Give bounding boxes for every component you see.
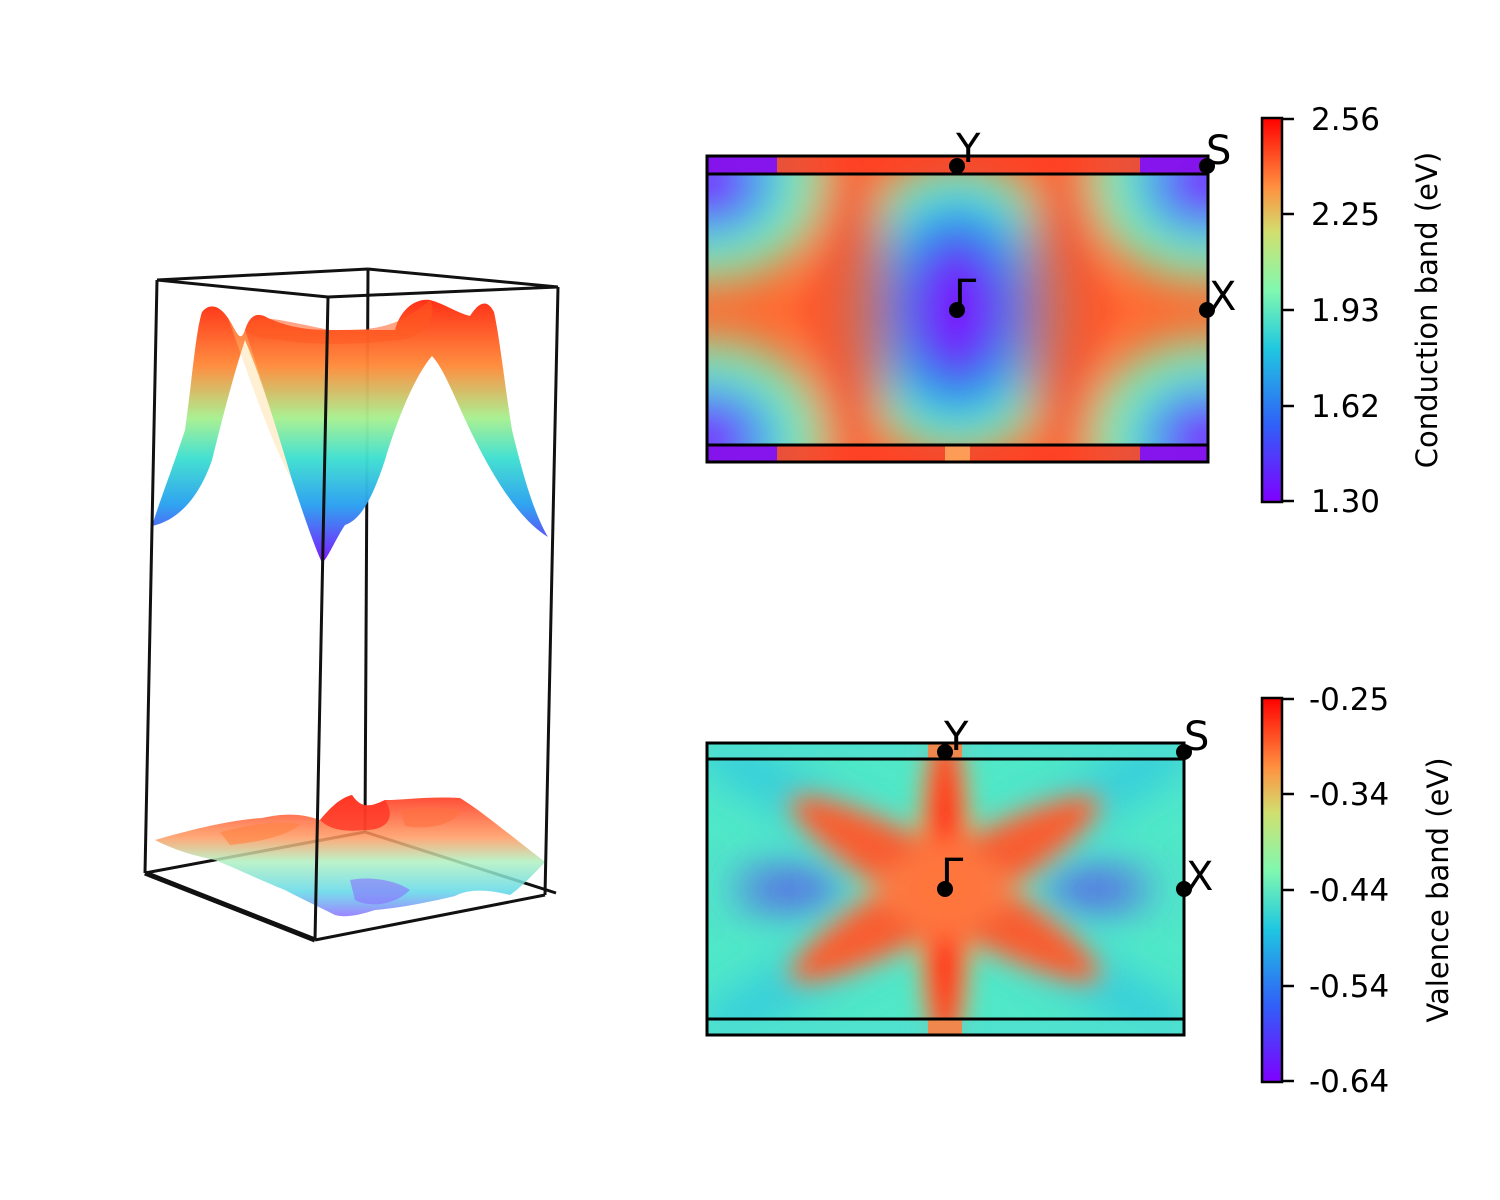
conduction-heatmap <box>707 156 1208 462</box>
kpoint-s-label: S <box>1206 128 1231 174</box>
kpoint-y-marker <box>949 158 965 174</box>
valence-colorbar-tick: -0.25 <box>1309 682 1389 718</box>
conduction-colorbar-tick: 2.56 <box>1311 102 1380 138</box>
kpoint-gamma-label: Γ <box>954 272 977 318</box>
kpoint-x-label: X <box>1186 854 1213 900</box>
kpoint-x-marker <box>1176 881 1192 897</box>
surface-3d-panel <box>143 267 560 943</box>
conduction-colorbar-tick: 1.30 <box>1311 484 1380 520</box>
conduction-colorbar-tick: 2.25 <box>1311 197 1380 233</box>
kpoint-gamma-marker <box>937 881 953 897</box>
valence-kpoints: Y S X Γ <box>937 714 1213 900</box>
valence-colorbar-tick: -0.44 <box>1309 873 1389 909</box>
kpoint-x-label: X <box>1209 274 1236 320</box>
valence-heatmap-panel: Y S X Γ -0.25 -0.34 -0.44 -0.54 -0.64 Va… <box>705 682 1455 1100</box>
kpoint-y-label: Y <box>955 126 981 172</box>
conduction-kpoints: Y S X Γ <box>949 126 1236 320</box>
conduction-heatmap-panel: Y S X Γ 2.56 2.25 1.93 1.62 1.30 Conduct… <box>705 102 1444 520</box>
valence-colorbar-tick: -0.34 <box>1309 777 1389 813</box>
conduction-colorbar-tick: 1.62 <box>1311 389 1380 425</box>
kpoint-gamma-marker <box>949 302 965 318</box>
valence-surface <box>155 795 545 917</box>
valence-colorbar-tick: -0.64 <box>1309 1064 1389 1100</box>
valence-colorbar: -0.25 -0.34 -0.44 -0.54 -0.64 Valence ba… <box>1260 682 1455 1100</box>
valence-colorbar-label: Valence band (eV) <box>1421 757 1455 1022</box>
valence-colorbar-tick: -0.54 <box>1309 969 1389 1005</box>
kpoint-gamma-label: Γ <box>941 851 964 897</box>
conduction-colorbar-tick: 1.93 <box>1311 293 1380 329</box>
conduction-colorbar-label: Conduction band (eV) <box>1410 152 1444 468</box>
kpoint-s-label: S <box>1184 714 1209 760</box>
box-front-edges <box>143 278 560 943</box>
kpoint-y-marker <box>937 744 953 760</box>
conduction-surface <box>152 299 548 563</box>
kpoint-s-marker <box>1176 744 1192 760</box>
conduction-colorbar: 2.56 2.25 1.93 1.62 1.30 Conduction band… <box>1260 102 1444 520</box>
kpoint-s-marker <box>1199 158 1215 174</box>
kpoint-y-label: Y <box>943 714 969 760</box>
kpoint-x-marker <box>1199 302 1215 318</box>
